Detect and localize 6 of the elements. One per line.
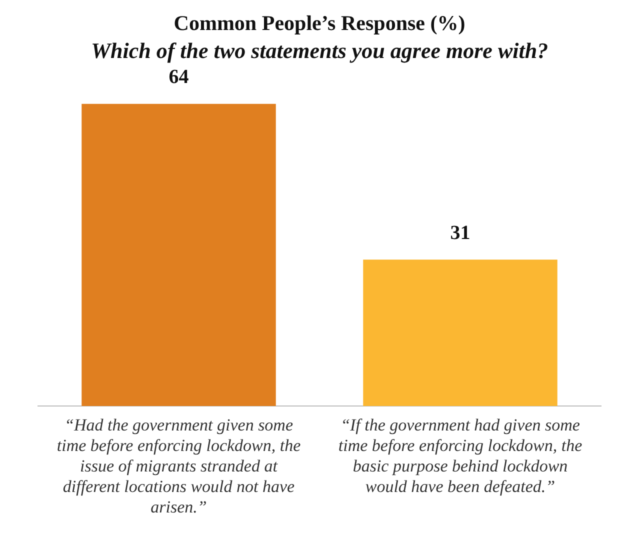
- chart-title: Common People’s Response (%): [174, 11, 466, 36]
- x-tick-label: “Had the government given some time before enforcing lockdown, the issue of migrants stranded at different locations would not have arisen.”: [56, 416, 302, 516]
- data-label: 31: [450, 222, 470, 244]
- chart-subtitle: Which of the two statements you agree more with?: [90, 38, 548, 64]
- x-tick-label: “If the government had given some time before enforcing lockdown, the basic purpose behind lockdown would have been defeated.”: [338, 416, 583, 496]
- data-label: 64: [168, 66, 189, 88]
